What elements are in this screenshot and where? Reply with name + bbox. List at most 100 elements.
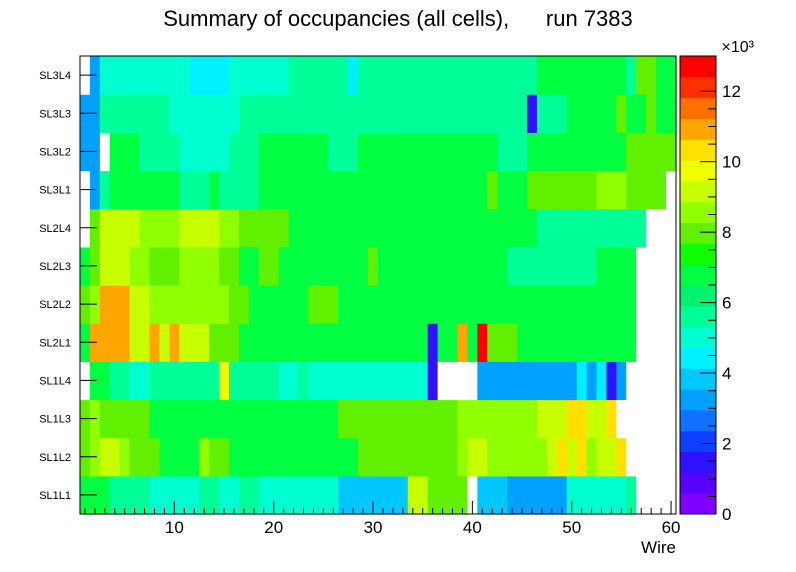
heatmap-cell [407,285,419,324]
heatmap-cell [298,246,310,286]
heatmap-cell [467,246,478,286]
heatmap-cell [507,132,518,172]
heatmap-cell [596,323,608,362]
heatmap-cell [268,208,280,248]
heatmap-cell [99,399,111,439]
heatmap-cell [119,285,131,324]
heatmap-cell [238,437,250,477]
heatmap-cell [507,361,518,401]
heatmap-cell [338,94,349,133]
heatmap-cell [546,437,558,477]
heatmap-cell [616,208,627,248]
heatmap-cell [338,56,349,95]
heatmap-cell [546,170,558,210]
color-scale-swatch [680,139,716,161]
heatmap-cell [636,437,647,477]
x-tick-label: 20 [264,518,283,537]
heatmap-cell [238,323,250,362]
heatmap-cell [288,361,300,401]
heatmap-cell [129,132,141,172]
heatmap-cell [348,94,359,133]
heatmap-cell [646,56,657,95]
heatmap-cell [308,399,319,439]
heatmap-cell [209,437,220,477]
heatmap-cell [358,399,369,439]
heatmap-cell [666,132,677,172]
heatmap-cell [258,437,270,477]
heatmap-cell [646,170,657,210]
heatmap-cell [238,94,250,133]
heatmap-cell [199,323,210,362]
heatmap-cell [119,361,131,401]
heatmap-cell [626,170,637,210]
heatmap-cell [447,285,459,324]
heatmap-cell [646,437,657,477]
heatmap-cell [159,323,170,362]
color-scale-exponent: ×10³ [722,39,755,56]
heatmap-cell [99,246,111,286]
heatmap-cell [139,170,151,210]
heatmap-cell [477,208,488,248]
y-axis: SL1L1 SL1L2 SL1L3 SL1L4 SL2L1 SL2L2 SL2L3 SL2L4… [39,70,97,502]
heatmap-cell [278,170,290,210]
color-scale-swatch [680,305,716,328]
x-axis-label: Wire [641,538,676,557]
heatmap-cell [149,246,161,286]
heatmap-cell [288,246,300,286]
heatmap-cell [576,246,588,286]
heatmap-cell [179,132,190,172]
heatmap-cell [556,132,568,172]
heatmap-cell [288,56,300,95]
heatmap-cell [606,132,617,172]
heatmap-cell [149,56,161,95]
heatmap-cell [358,361,369,401]
heatmap-cell [368,361,379,401]
heatmap-cell [238,208,250,248]
heatmap-cell [536,475,548,515]
heatmap-cell [616,437,627,477]
heatmap-cell [169,285,180,324]
heatmap-cell [99,170,111,210]
heatmap-cell [229,437,240,477]
heatmap-cell [646,399,657,439]
heatmap-cell [566,285,578,324]
heatmap-cell [179,399,190,439]
heatmap-cell [487,361,498,401]
heatmap-cell [358,94,369,133]
heatmap-cell [626,56,637,95]
heatmap-cell [596,94,608,133]
heatmap-cell [606,475,617,515]
heatmap-cell [566,475,578,515]
heatmap-cell [407,246,419,286]
heatmap-cell [507,56,518,95]
heatmap-cell [348,246,359,286]
heatmap-cell [457,437,468,477]
heatmap-cell [358,246,369,286]
heatmap-cell [229,56,240,95]
heatmap-cell [447,323,459,362]
heatmap-cell [139,475,151,515]
heatmap-cell [646,285,657,324]
heatmap-cell [248,246,260,286]
y-tick-label: SL3L1 [39,185,71,197]
heatmap-cell [238,285,250,324]
heatmap-cell [378,56,389,95]
heatmap-cell [288,170,300,210]
heatmap-cell [507,475,518,515]
heatmap-cell [477,361,488,401]
heatmap-cell [109,208,121,248]
heatmap-cell [189,94,200,133]
heatmap-cell [447,170,459,210]
heatmap-cell [328,208,339,248]
heatmap-cell [129,285,141,324]
heatmap-cell [278,246,290,286]
heatmap-cell [278,399,290,439]
heatmap-cell [467,132,478,172]
heatmap-cell [556,246,568,286]
heatmap-cell [378,361,389,401]
color-scale-swatch [680,118,716,140]
heatmap-cell [387,170,399,210]
heatmap-cell [656,208,667,248]
heatmap-cell [427,246,439,286]
heatmap-cell [308,246,319,286]
